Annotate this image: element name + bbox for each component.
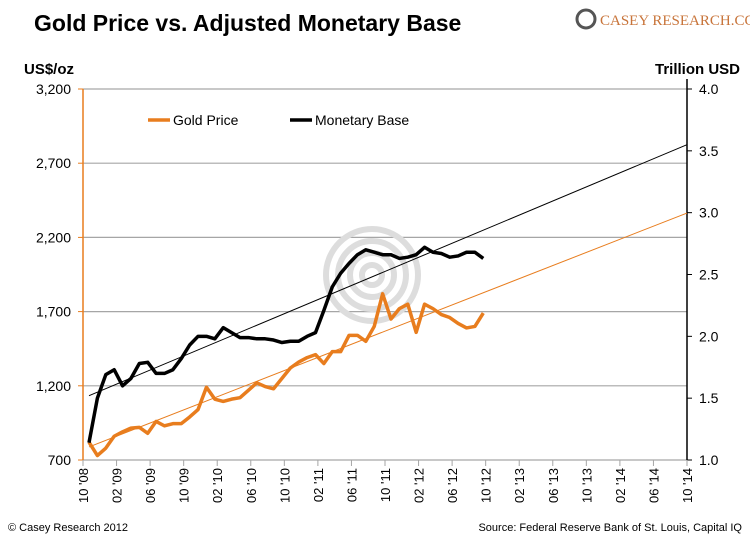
x-tick-label: 10 '11 [378, 468, 393, 502]
x-tick-label: 02 '14 [613, 468, 628, 503]
x-tick-label: 10 '09 [177, 468, 192, 503]
trendline [88, 144, 688, 397]
y-axis-label-left: US$/oz [24, 61, 74, 78]
y-tick-label-left: 1,200 [36, 378, 71, 394]
y-tick-label-right: 3.5 [699, 143, 719, 159]
series-line-monetary-base [87, 245, 485, 444]
x-tick-label: 06 '11 [344, 468, 359, 502]
x-tick-label: 10 '14 [680, 468, 695, 503]
brand-logo: CASEY RESEARCH.COM [600, 13, 750, 29]
watermark-ring [347, 250, 397, 300]
x-tick-label: 10 '12 [479, 468, 494, 503]
y-tick-label-left: 2,200 [36, 229, 71, 245]
x-tick-label: 10 '10 [277, 468, 292, 503]
y-tick-label-left: 700 [48, 452, 72, 468]
x-tick-label: 10 '08 [76, 468, 91, 503]
casey-logo-icon [575, 8, 597, 30]
x-tick-label: 02 '11 [311, 468, 326, 502]
y-tick-label-left: 3,200 [36, 81, 71, 97]
y-axis-label-right: Trillion USD [655, 61, 740, 78]
y-tick-label-right: 2.5 [699, 267, 719, 283]
x-tick-label: 02 '09 [110, 468, 125, 503]
x-tick-label: 06 '14 [646, 468, 661, 503]
chart-title: Gold Price vs. Adjusted Monetary Base [34, 10, 461, 36]
trendline [88, 212, 688, 448]
y-tick-label-right: 1.0 [699, 452, 719, 468]
x-tick-label: 06 '12 [445, 468, 460, 503]
legend-label: Monetary Base [315, 112, 409, 128]
watermark-ring [323, 226, 421, 324]
footer-source: Source: Federal Reserve Bank of St. Loui… [478, 522, 742, 534]
legend-label: Gold Price [173, 112, 239, 128]
x-tick-label: 06 '10 [244, 468, 259, 503]
y-tick-label-left: 1,700 [36, 304, 71, 320]
x-tick-label: 10 '13 [579, 468, 594, 503]
y-tick-label-left: 2,700 [36, 155, 71, 171]
x-tick-label: 06 '09 [143, 468, 158, 503]
x-tick-label: 02 '13 [512, 468, 527, 503]
x-tick-label: 06 '13 [546, 468, 561, 503]
series-line-gold-price [87, 292, 485, 458]
y-tick-label-right: 1.5 [699, 390, 719, 406]
x-tick-label: 02 '10 [210, 468, 225, 503]
y-tick-label-right: 2.0 [699, 328, 719, 344]
x-tick-label: 02 '12 [412, 468, 427, 503]
y-tick-label-right: 3.0 [699, 205, 719, 221]
y-tick-label-right: 4.0 [699, 81, 719, 97]
watermark-ring [359, 262, 385, 288]
footer-copyright: © Casey Research 2012 [8, 522, 128, 534]
